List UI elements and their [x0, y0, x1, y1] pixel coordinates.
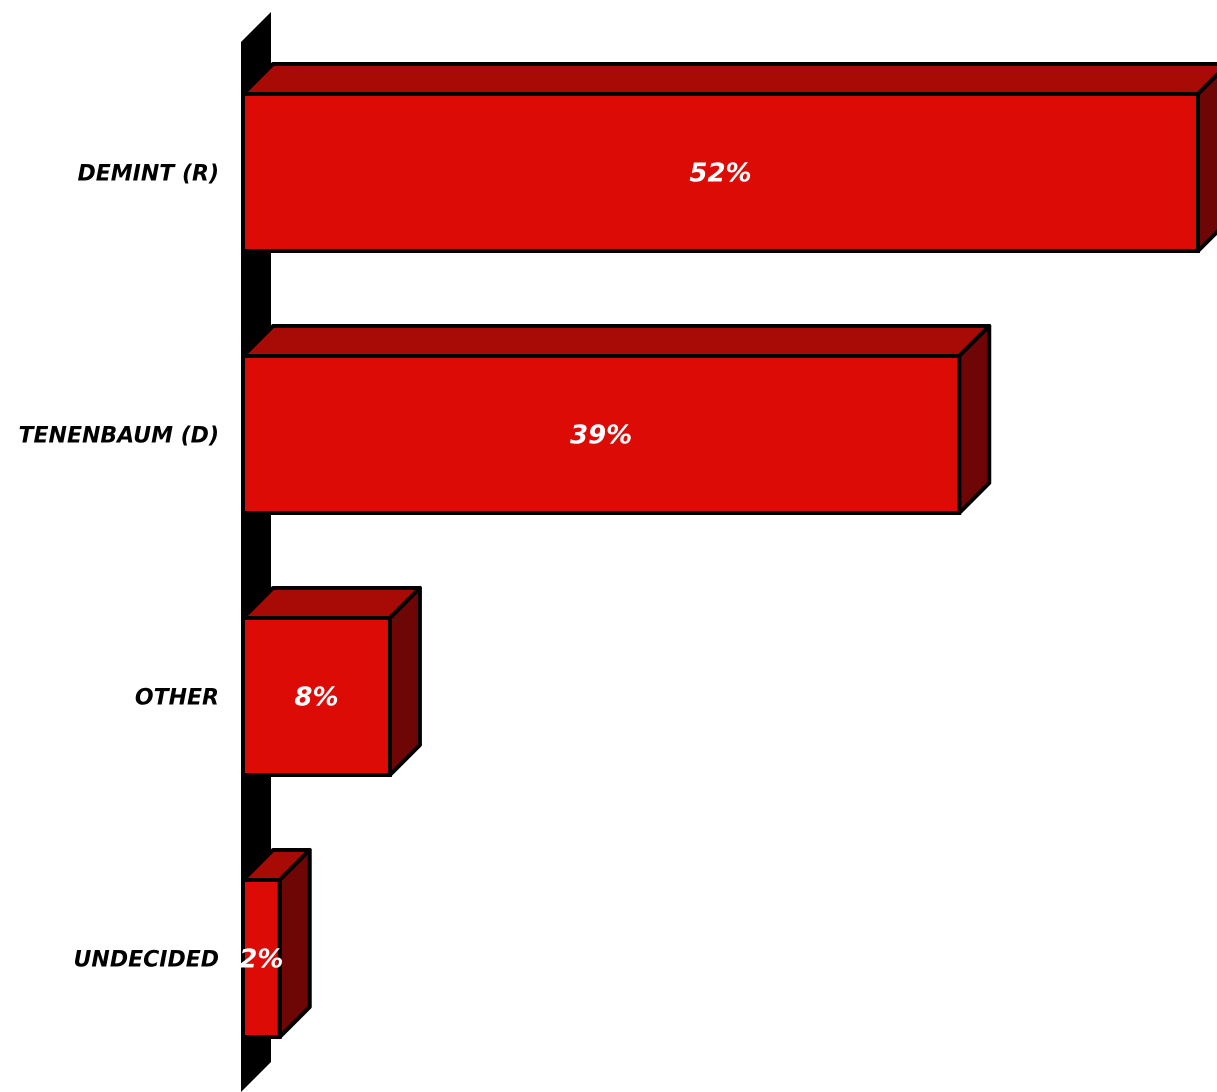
value-label: 2% — [239, 945, 283, 975]
bar-side-face — [957, 324, 992, 515]
bar-front-face — [241, 92, 1200, 253]
bar-3 — [241, 586, 422, 777]
category-label: DEMINT (R) — [78, 162, 220, 187]
axis-wall-side — [241, 12, 271, 1092]
bar-4 — [241, 848, 312, 1039]
bar-top-face — [241, 324, 992, 358]
bar-side-face — [387, 586, 422, 777]
category-label: TENENBAUM (D) — [19, 424, 219, 449]
value-label: 52% — [689, 159, 751, 189]
value-label: 39% — [570, 421, 632, 451]
bar-2 — [241, 324, 992, 515]
bar-front-face — [241, 878, 282, 1039]
bar-front-face — [241, 616, 392, 777]
bar-side-face — [1196, 72, 1217, 253]
bar-side-face — [277, 848, 312, 1039]
value-label: 8% — [294, 683, 338, 713]
bars-layer — [241, 62, 1217, 1039]
value-labels: 52% 39% 8% 2% — [239, 159, 751, 975]
category-label: UNDECIDED — [74, 948, 219, 973]
category-labels: DEMINT (R) TENENBAUM (D) OTHER UNDECIDED — [19, 162, 219, 973]
bar-front-face — [241, 354, 962, 515]
bar-top-face — [241, 62, 1217, 96]
bar-1 — [241, 62, 1217, 253]
axis-wall — [241, 12, 271, 1092]
category-label: OTHER — [135, 686, 219, 711]
